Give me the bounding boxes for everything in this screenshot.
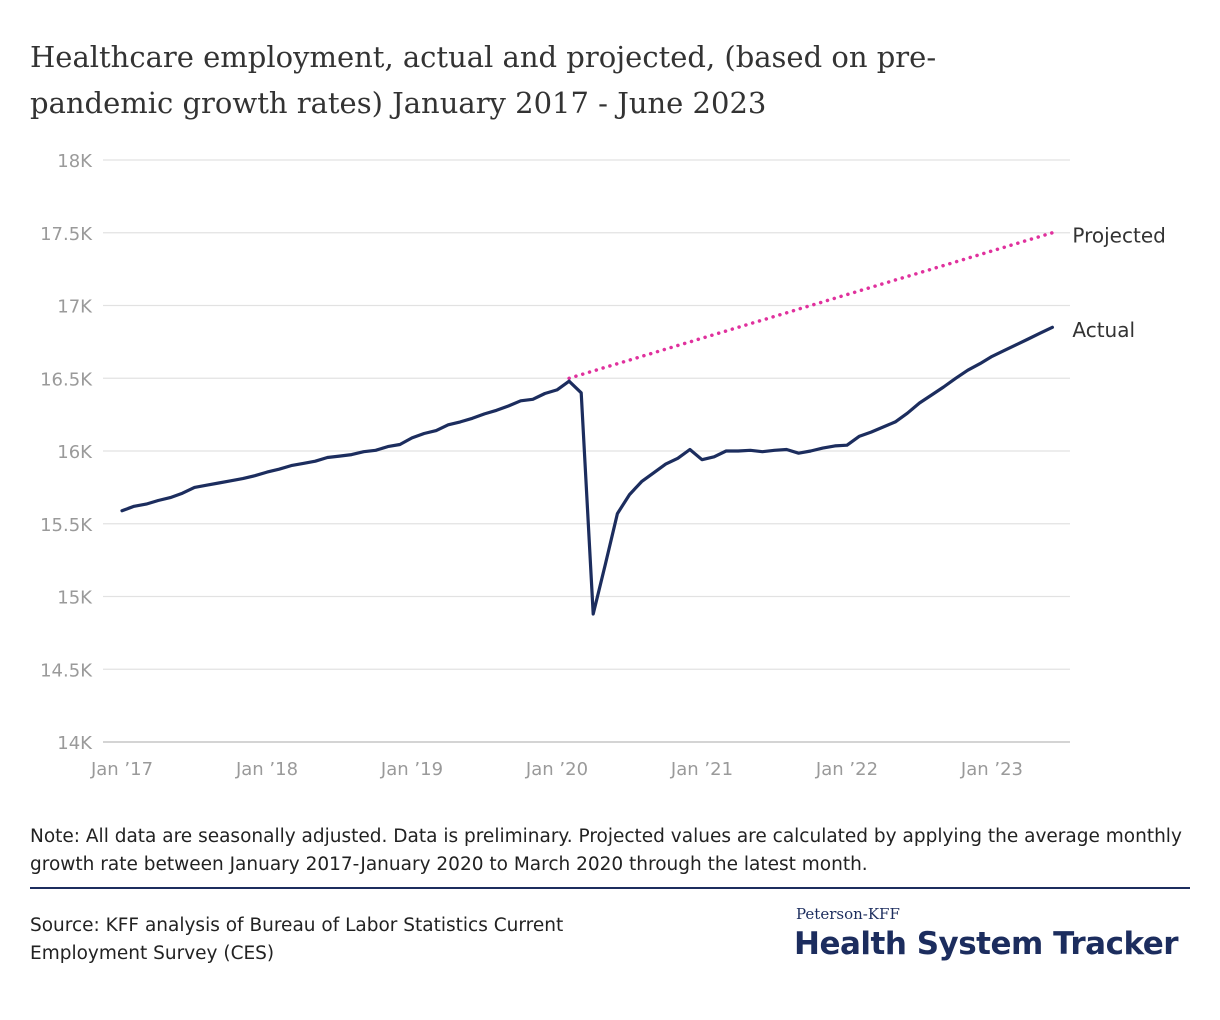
series-label: Projected [1072, 223, 1165, 247]
series-line [567, 231, 1055, 381]
series-label: Actual [1072, 318, 1135, 342]
series-line [120, 325, 1054, 616]
brand-top: Peterson-KFF [796, 905, 900, 923]
y-tick-label: 18K [57, 151, 93, 172]
x-tick-label: Jan ’21 [670, 759, 733, 780]
divider [30, 887, 1190, 889]
chart: 14K 14.5K 15K 15.5K 16K 16.5K 17K 17.5K 18K Jan ’… [40, 151, 1166, 780]
brand: Health System Tracker [794, 926, 1179, 962]
y-tick-label: 14.5K [40, 660, 93, 681]
x-tick-label: Jan ’23 [960, 759, 1023, 780]
x-tick-label: Jan ’17 [90, 759, 153, 780]
source: Source: KFF analysis of Bureau of Labor … [30, 915, 564, 964]
y-tick-label: 14K [57, 733, 93, 754]
note: Note: All data are seasonally adjusted. … [30, 826, 1182, 875]
y-tick-label: 15K [57, 588, 93, 609]
x-tick-label: Jan ’22 [815, 759, 878, 780]
y-tick-label: 17K [57, 297, 93, 318]
y-tick-label: 16.5K [40, 369, 93, 390]
y-tick-label: 17.5K [40, 224, 93, 245]
y-tick-label: 15.5K [40, 515, 93, 536]
chart-title: Healthcare employment, actual and projec… [30, 40, 937, 120]
x-tick-label: Jan ’19 [380, 759, 443, 780]
y-tick-label: 16K [57, 442, 93, 463]
x-tick-label: Jan ’18 [235, 759, 298, 780]
x-tick-label: Jan ’20 [525, 759, 588, 780]
